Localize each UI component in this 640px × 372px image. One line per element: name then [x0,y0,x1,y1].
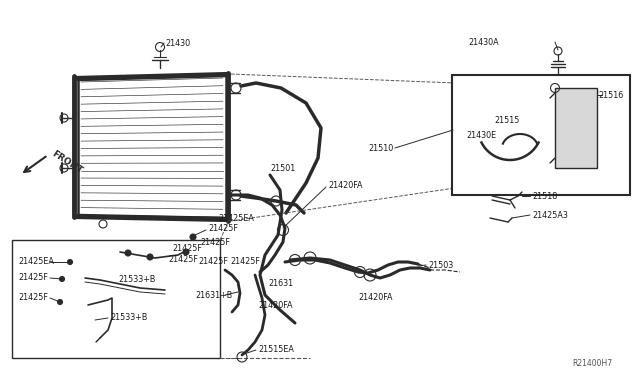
Text: 21425EA: 21425EA [218,214,254,222]
Text: 21420FA: 21420FA [328,180,362,189]
Text: 21425F: 21425F [172,244,202,253]
Text: 21430E: 21430E [466,131,496,140]
Circle shape [190,234,196,240]
Text: 21518: 21518 [532,192,557,201]
Text: 21516: 21516 [598,90,623,99]
Circle shape [67,260,72,264]
Circle shape [58,299,63,305]
Circle shape [183,249,189,255]
Bar [12,240,220,358]
Circle shape [125,250,131,256]
Text: 21503: 21503 [428,260,453,269]
Text: R21400H7: R21400H7 [572,359,612,369]
Text: FRONT: FRONT [50,149,84,175]
Text: 21425F: 21425F [208,224,238,232]
Text: 21430A: 21430A [468,38,499,46]
Text: 21420FA: 21420FA [358,294,392,302]
Text: 21533+B: 21533+B [118,276,156,285]
Text: 21631: 21631 [268,279,293,288]
Circle shape [60,276,65,282]
Text: 21425F: 21425F [200,237,230,247]
Text: 21425F: 21425F [230,257,260,266]
Text: 21425EA: 21425EA [18,257,54,266]
Text: 21420FA: 21420FA [258,301,292,310]
Text: 21425F: 21425F [168,256,198,264]
Text: 21430: 21430 [165,38,190,48]
Text: 21425F: 21425F [18,294,48,302]
Bar [555,88,597,168]
Text: 21425A3: 21425A3 [532,211,568,219]
Text: 21515: 21515 [494,115,520,125]
Circle shape [147,254,153,260]
Text: 21515EA: 21515EA [258,346,294,355]
Text: 21510: 21510 [368,144,393,153]
Text: 21425F: 21425F [18,273,48,282]
Text: 21631+B: 21631+B [195,291,232,299]
Text: 21533+B: 21533+B [110,314,147,323]
Text: 21425F: 21425F [198,257,228,266]
Bar [452,75,630,195]
Text: 21501: 21501 [271,164,296,173]
